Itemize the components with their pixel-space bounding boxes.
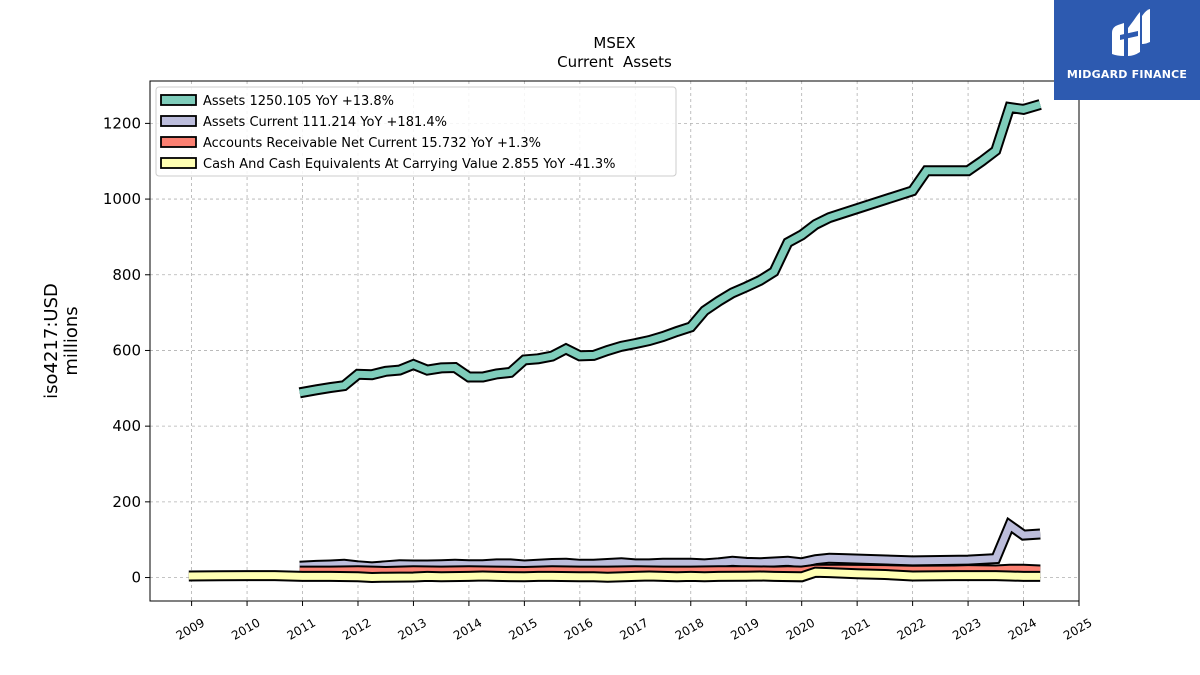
y-tick-label: 400 xyxy=(112,417,141,435)
x-tick-label: 2014 xyxy=(451,615,484,642)
brand-name: MIDGARD FINANCE xyxy=(1066,68,1188,81)
x-tick-label: 2025 xyxy=(1061,615,1094,642)
x-tick-label: 2010 xyxy=(229,615,262,642)
series-line xyxy=(299,565,1041,576)
x-tick-label: 2018 xyxy=(673,615,706,642)
y-tick-label: 1000 xyxy=(103,190,141,208)
x-tick-label: 2015 xyxy=(506,615,539,642)
x-tick-label: 2016 xyxy=(562,615,595,642)
x-tick-label: 2017 xyxy=(617,615,650,642)
logo-mark-icon xyxy=(1112,9,1150,56)
y-tick-label: 0 xyxy=(131,569,141,587)
x-tick-label: 2011 xyxy=(285,615,318,642)
legend-swatch xyxy=(160,157,197,169)
y-tick-label: 800 xyxy=(112,266,141,284)
y-tick-label: 600 xyxy=(112,341,141,359)
series-layer xyxy=(188,99,1042,584)
legend-label: Assets 1250.105 YoY +13.8% xyxy=(203,94,394,109)
y-tick-label: 200 xyxy=(112,493,141,511)
series-line xyxy=(299,101,1042,397)
x-tick-label: 2019 xyxy=(728,615,761,642)
legend-swatch xyxy=(160,136,197,148)
x-tick-label: 2022 xyxy=(895,615,928,642)
legend-box xyxy=(155,86,677,177)
legend-label: Cash And Cash Equivalents At Carrying Va… xyxy=(203,157,615,172)
x-tick-label: 2012 xyxy=(340,615,373,642)
chart-title: MSEX xyxy=(593,34,635,52)
legend-swatch xyxy=(160,115,197,127)
legend-label: Accounts Receivable Net Current 15.732 Y… xyxy=(203,136,541,151)
x-tick-label: 2024 xyxy=(1006,615,1039,642)
y-tick-label: 1200 xyxy=(103,114,141,132)
x-axis: 2009 2010 2011 2012 2013 2014 2015 2016 2017 2018… xyxy=(174,601,1095,643)
y-axis: 0 200 400 600 800 1000 1200 xyxy=(103,114,150,587)
x-tick-label: 2021 xyxy=(839,615,872,642)
legend: Assets 1250.105 YoY +13.8% Assets Current… xyxy=(155,86,677,177)
series-line xyxy=(188,568,1041,582)
x-tick-label: 2020 xyxy=(784,615,817,642)
plot-frame xyxy=(149,80,1080,602)
brand-logo: MIDGARD FINANCE xyxy=(1054,0,1200,100)
x-tick-label: 2013 xyxy=(395,615,428,642)
x-tick-label: 2009 xyxy=(174,615,207,642)
y-axis-label-line2: millions xyxy=(61,306,82,375)
x-tick-label: 2023 xyxy=(950,615,983,642)
series-line xyxy=(299,519,1041,571)
legend-label: Assets Current 111.214 YoY +181.4% xyxy=(203,115,447,130)
chart-subtitle: Current Assets xyxy=(557,53,672,71)
legend-swatch xyxy=(160,94,197,106)
y-axis-label-line1: iso4217:USD xyxy=(41,283,62,399)
